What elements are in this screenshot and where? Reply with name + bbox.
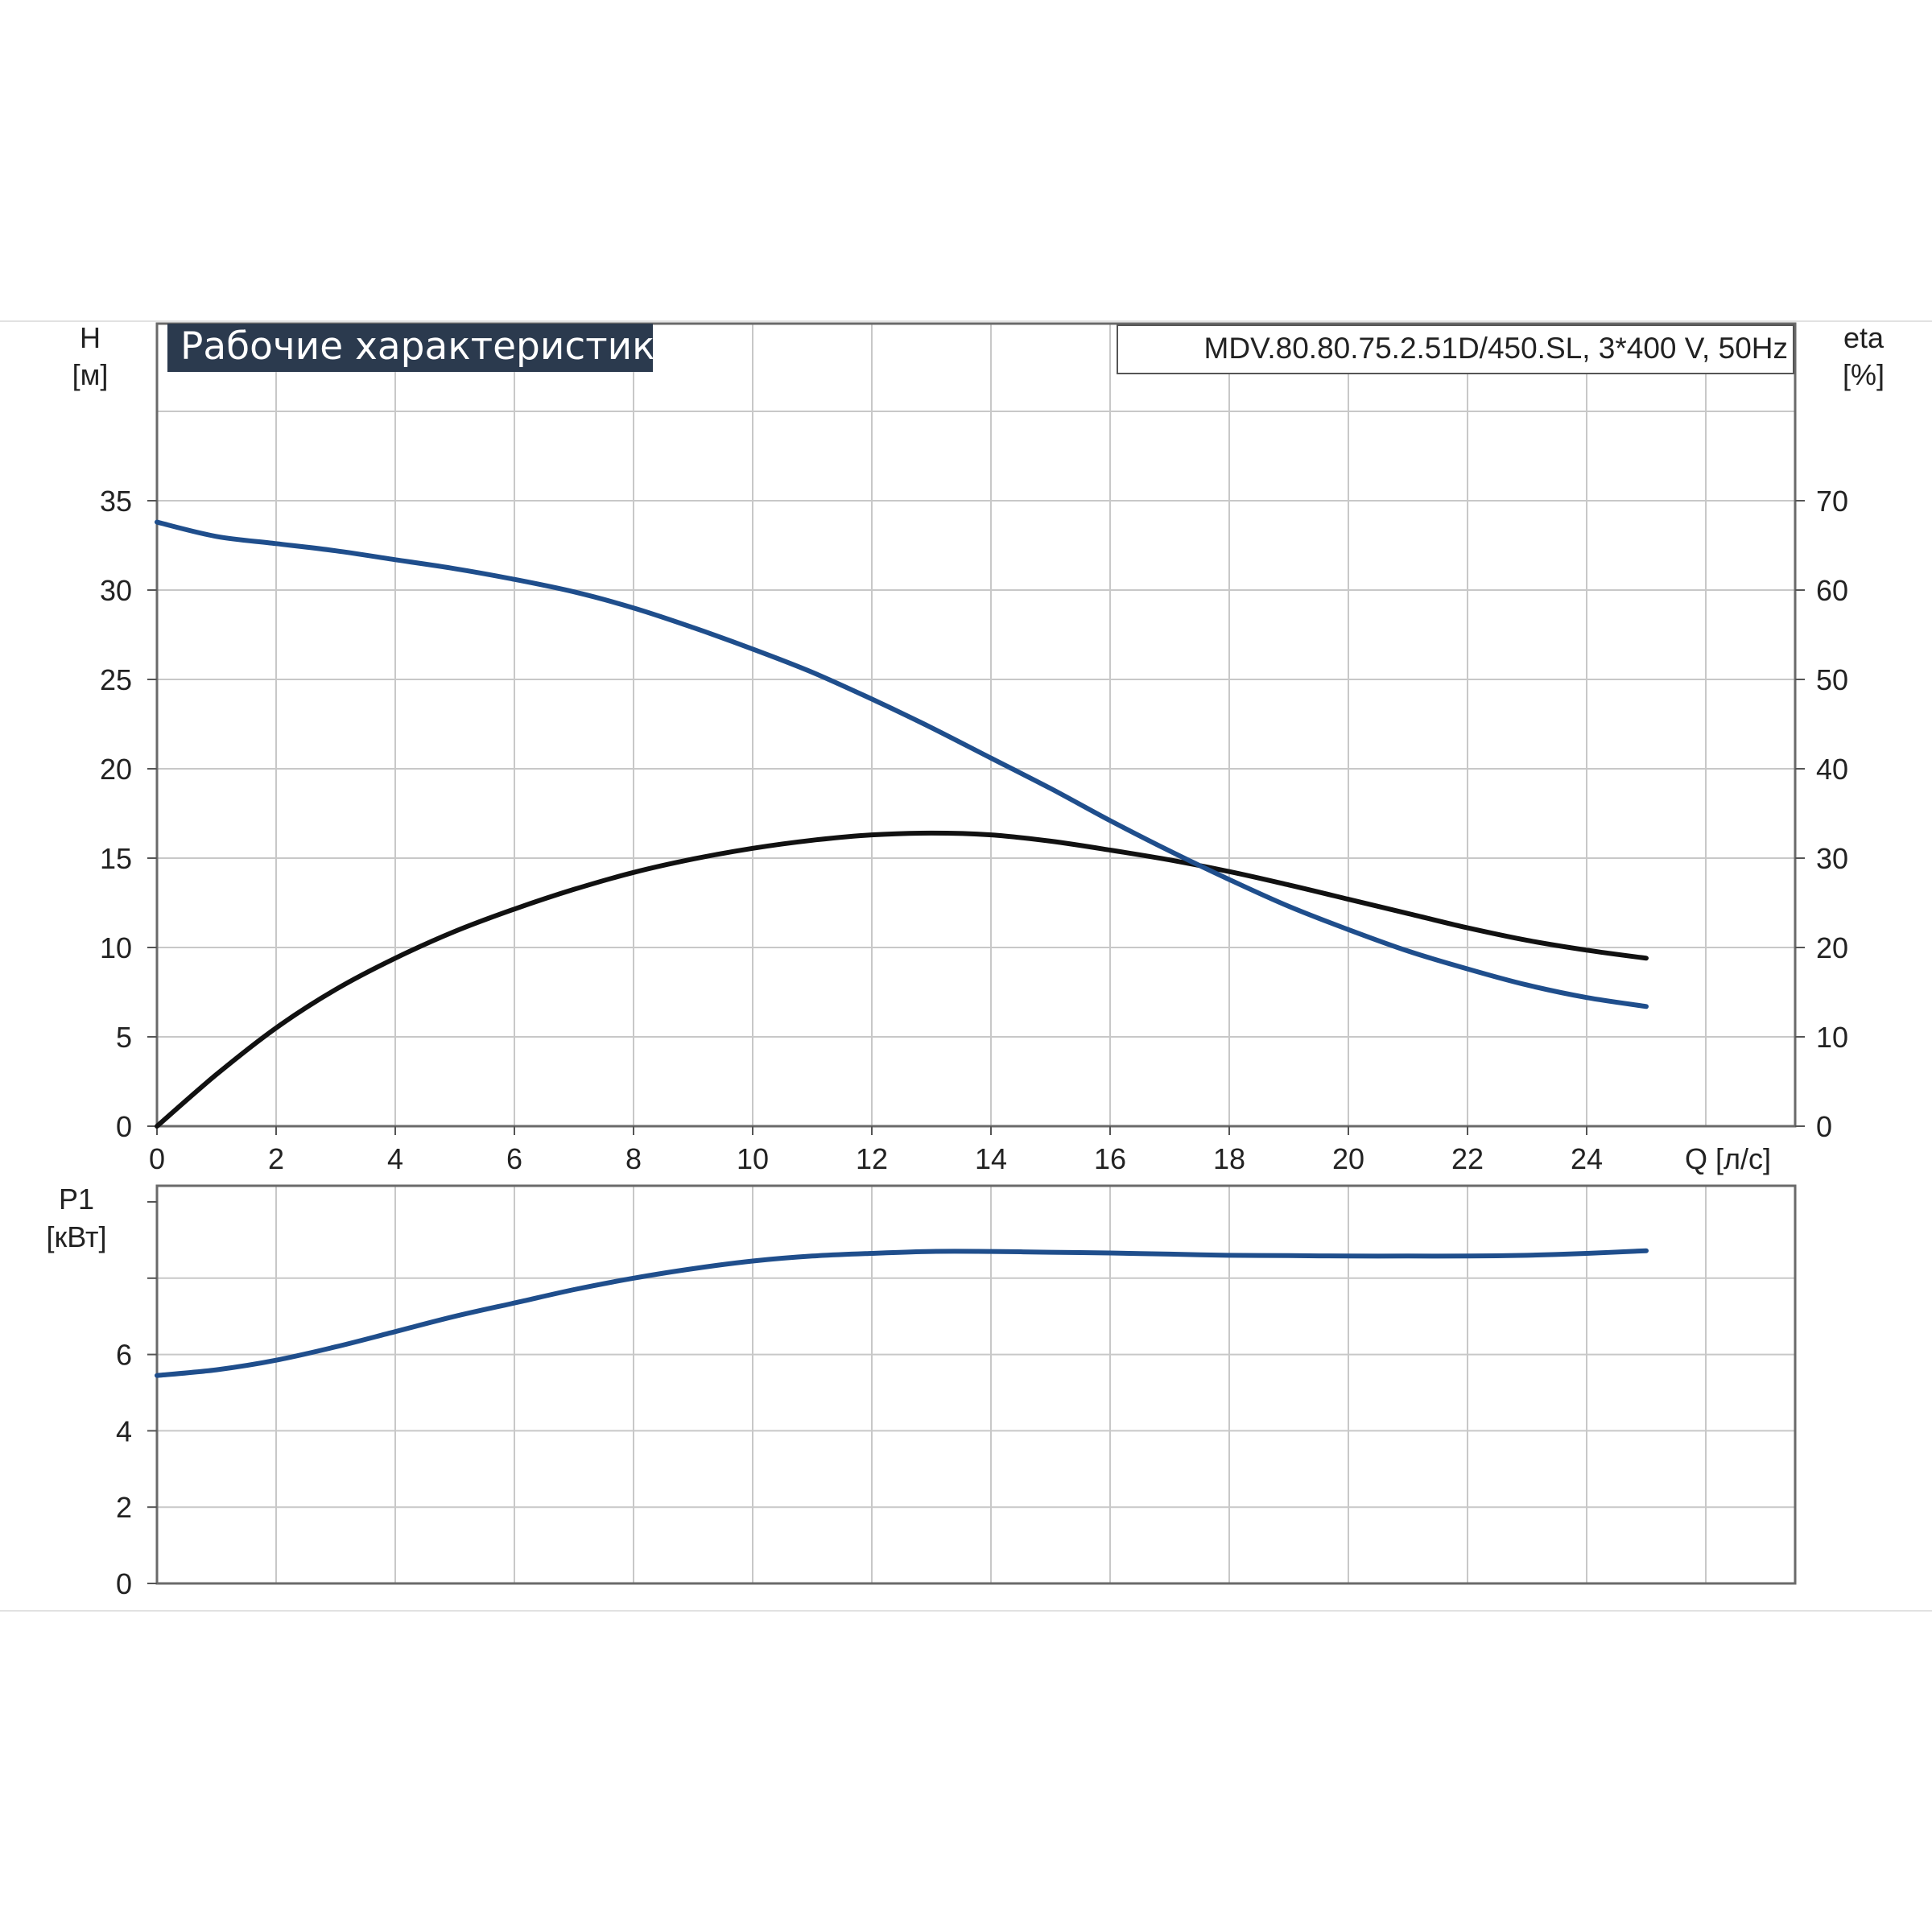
- x-tick-label: 6: [506, 1142, 522, 1175]
- left-y-tick-label: 5: [116, 1021, 132, 1054]
- bottom-ticks: 0 2 4 6: [116, 1201, 157, 1600]
- top-grid: [157, 324, 1795, 1126]
- x-tick-label: 10: [737, 1142, 769, 1175]
- power-curve: [155, 1248, 1649, 1378]
- right-y-tick-label: 10: [1816, 1021, 1848, 1054]
- top-ticks: 0 2 4 6 8 10 12 14 16 18 20 22 240510152025303501020…: [100, 485, 1848, 1175]
- left-y-tick-label: 25: [100, 663, 132, 696]
- x-tick-label: 22: [1451, 1142, 1484, 1175]
- power-axis-title-line1: P1: [59, 1183, 94, 1216]
- right-y-tick-label: 70: [1816, 485, 1848, 518]
- x-tick-label: 2: [268, 1142, 284, 1175]
- efficiency-curve: [155, 830, 1649, 1129]
- x-tick-label: 24: [1571, 1142, 1603, 1175]
- model-label: MDV.80.80.75.2.51D/450.SL, 3*400 V, 50Hz: [1204, 332, 1788, 365]
- top-plot-frame: [155, 322, 1797, 1128]
- power-y-tick-label: 6: [116, 1339, 132, 1372]
- bottom-grid: [157, 1186, 1795, 1583]
- power-y-tick-label: 2: [116, 1491, 132, 1524]
- x-tick-label: 18: [1213, 1142, 1245, 1175]
- right-y-tick-label: 50: [1816, 663, 1848, 696]
- right-y-tick-label: 60: [1816, 574, 1848, 607]
- left-y-tick-label: 15: [100, 842, 132, 875]
- right-y-tick-label: 30: [1816, 842, 1848, 875]
- chart-title: Рабочие характеристики: [180, 324, 679, 369]
- right-axis-title-line2: [%]: [1843, 358, 1885, 391]
- title-box: [167, 324, 653, 372]
- right-axis-title-line1: eta: [1843, 321, 1885, 354]
- power-chart: 0 2 4 6 P1 [кВт]: [46, 1183, 1797, 1600]
- power-y-tick-label: 4: [116, 1414, 132, 1447]
- power-y-tick-label: 0: [116, 1567, 132, 1600]
- head-curve: [155, 519, 1649, 1009]
- left-y-tick-label: 0: [116, 1110, 132, 1143]
- model-label-box: [1117, 324, 1794, 374]
- bottom-plot-frame: [155, 1184, 1797, 1585]
- left-y-tick-label: 35: [100, 485, 132, 518]
- top-curves: [155, 519, 1649, 1129]
- x-tick-label: 0: [149, 1142, 165, 1175]
- x-tick-label: 14: [975, 1142, 1007, 1175]
- x-tick-label: 16: [1094, 1142, 1126, 1175]
- right-y-tick-label: 20: [1816, 931, 1848, 964]
- head-efficiency-chart: 0 2 4 6 8 10 12 14 16 18 20 22 240510152025303501020…: [72, 321, 1885, 1175]
- right-y-tick-label: 0: [1816, 1110, 1832, 1143]
- right-y-tick-label: 40: [1816, 753, 1848, 786]
- left-y-tick-label: 20: [100, 753, 132, 786]
- left-axis-title-line2: [м]: [72, 358, 109, 391]
- x-tick-label: 20: [1332, 1142, 1364, 1175]
- left-axis-title-line1: H: [80, 321, 101, 354]
- x-tick-label: 4: [387, 1142, 403, 1175]
- x-tick-label: 8: [625, 1142, 642, 1175]
- left-y-tick-label: 10: [100, 931, 132, 964]
- power-axis-title-line2: [кВт]: [46, 1220, 106, 1253]
- x-axis-title: Q [л/с]: [1685, 1142, 1771, 1175]
- left-y-tick-label: 30: [100, 574, 132, 607]
- bottom-curves: [155, 1248, 1649, 1378]
- x-tick-label: 12: [856, 1142, 888, 1175]
